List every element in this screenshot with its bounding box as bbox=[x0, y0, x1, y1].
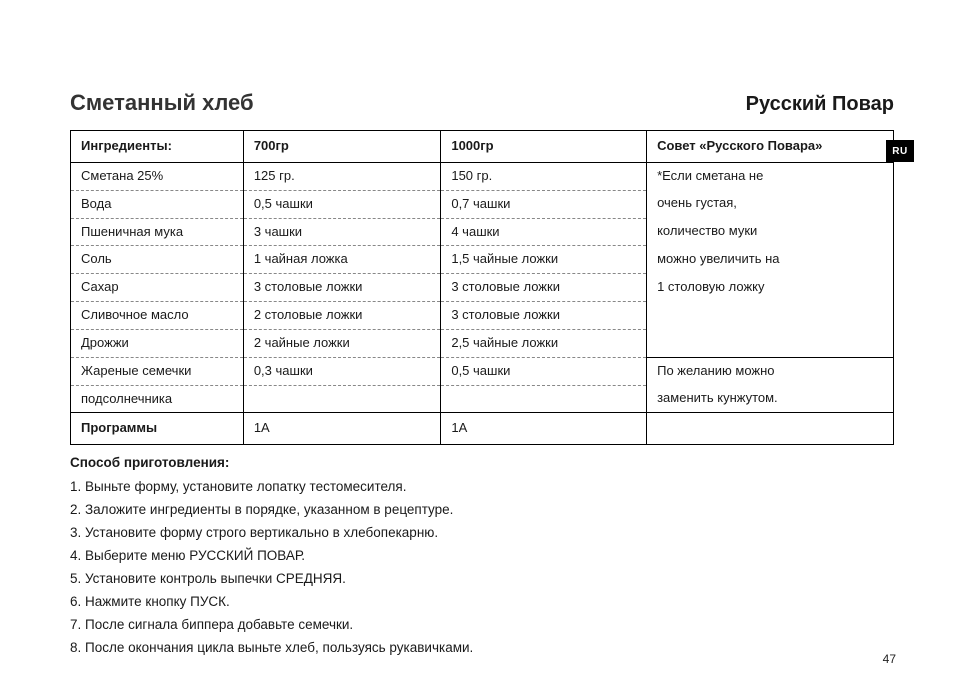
table-row: подсолнечника заменить кунжутом. bbox=[71, 385, 894, 413]
programs-label: Программы bbox=[71, 413, 244, 445]
amount-700: 3 столовые ложки bbox=[243, 274, 441, 302]
program-1000: 1A bbox=[441, 413, 647, 445]
title-row: Сметанный хлеб Русский Повар bbox=[70, 90, 894, 116]
advice-text: можно увеличить на bbox=[647, 246, 894, 274]
amount-1000: 0,5 чашки bbox=[441, 357, 647, 385]
amount-1000: 4 чашки bbox=[441, 218, 647, 246]
table-row: Соль 1 чайная ложка 1,5 чайные ложки мож… bbox=[71, 246, 894, 274]
step: 2. Заложите ингредиенты в порядке, указа… bbox=[70, 499, 894, 522]
ingredient-name: Жареные семечки bbox=[71, 357, 244, 385]
table-row: Жареные семечки 0,3 чашки 0,5 чашки По ж… bbox=[71, 357, 894, 385]
advice-text: *Если сметана не bbox=[647, 162, 894, 190]
ingredient-name: Пшеничная мука bbox=[71, 218, 244, 246]
method-steps: 1. Выньте форму, установите лопатку тест… bbox=[70, 476, 894, 660]
amount-1000 bbox=[441, 385, 647, 413]
col-1000g: 1000гр bbox=[441, 131, 647, 163]
amount-700: 0,5 чашки bbox=[243, 190, 441, 218]
ingredient-name: Дрожжи bbox=[71, 329, 244, 357]
language-tab: RU bbox=[886, 140, 914, 162]
amount-700: 1 чайная ложка bbox=[243, 246, 441, 274]
program-title: Русский Повар bbox=[746, 93, 894, 116]
amount-700: 2 столовые ложки bbox=[243, 302, 441, 330]
ingredient-name: Вода bbox=[71, 190, 244, 218]
ingredient-name: Сметана 25% bbox=[71, 162, 244, 190]
step: 3. Установите форму строго вертикально в… bbox=[70, 522, 894, 545]
advice-text: 1 столовую ложку bbox=[647, 274, 894, 302]
ingredient-name: Соль bbox=[71, 246, 244, 274]
method-title: Способ приготовления: bbox=[70, 455, 894, 470]
amount-700: 3 чашки bbox=[243, 218, 441, 246]
recipe-page: RU Сметанный хлеб Русский Повар Ингредие… bbox=[0, 0, 954, 694]
advice-text: очень густая, bbox=[647, 190, 894, 218]
table-row: Вода 0,5 чашки 0,7 чашки очень густая, bbox=[71, 190, 894, 218]
ingredient-name: Сливочное масло bbox=[71, 302, 244, 330]
table-row: Сливочное масло 2 столовые ложки 3 столо… bbox=[71, 302, 894, 330]
table-row: Пшеничная мука 3 чашки 4 чашки количеств… bbox=[71, 218, 894, 246]
ingredient-name: подсолнечника bbox=[71, 385, 244, 413]
advice-text: количество муки bbox=[647, 218, 894, 246]
step: 7. После сигнала биппера добавьте семечк… bbox=[70, 614, 894, 637]
col-advice: Совет «Русского Повара» bbox=[647, 131, 894, 163]
advice-text: заменить кунжутом. bbox=[647, 385, 894, 413]
amount-1000: 2,5 чайные ложки bbox=[441, 329, 647, 357]
step: 6. Нажмите кнопку ПУСК. bbox=[70, 591, 894, 614]
col-700g: 700гр bbox=[243, 131, 441, 163]
ingredient-name: Сахар bbox=[71, 274, 244, 302]
table-row: Сметана 25% 125 гр. 150 гр. *Если сметан… bbox=[71, 162, 894, 190]
amount-700: 0,3 чашки bbox=[243, 357, 441, 385]
step: 4. Выберите меню РУССКИЙ ПОВАР. bbox=[70, 545, 894, 568]
programs-row: Программы 1A 1A bbox=[71, 413, 894, 445]
advice-text bbox=[647, 302, 894, 330]
step: 1. Выньте форму, установите лопатку тест… bbox=[70, 476, 894, 499]
col-ingredients: Ингредиенты: bbox=[71, 131, 244, 163]
step: 8. После окончания цикла выньте хлеб, по… bbox=[70, 637, 894, 660]
table-row: Сахар 3 столовые ложки 3 столовые ложки … bbox=[71, 274, 894, 302]
amount-1000: 3 столовые ложки bbox=[441, 302, 647, 330]
table-header-row: Ингредиенты: 700гр 1000гр Совет «Русског… bbox=[71, 131, 894, 163]
amount-700: 125 гр. bbox=[243, 162, 441, 190]
amount-700: 2 чайные ложки bbox=[243, 329, 441, 357]
page-number: 47 bbox=[883, 652, 896, 666]
recipe-title: Сметанный хлеб bbox=[70, 90, 254, 116]
table-row: Дрожжи 2 чайные ложки 2,5 чайные ложки bbox=[71, 329, 894, 357]
amount-1000: 150 гр. bbox=[441, 162, 647, 190]
amount-1000: 3 столовые ложки bbox=[441, 274, 647, 302]
advice-text: По желанию можно bbox=[647, 357, 894, 385]
program-700: 1A bbox=[243, 413, 441, 445]
ingredients-table: Ингредиенты: 700гр 1000гр Совет «Русског… bbox=[70, 130, 894, 445]
advice-text bbox=[647, 329, 894, 357]
amount-700 bbox=[243, 385, 441, 413]
amount-1000: 0,7 чашки bbox=[441, 190, 647, 218]
program-advice bbox=[647, 413, 894, 445]
step: 5. Установите контроль выпечки СРЕДНЯЯ. bbox=[70, 568, 894, 591]
amount-1000: 1,5 чайные ложки bbox=[441, 246, 647, 274]
